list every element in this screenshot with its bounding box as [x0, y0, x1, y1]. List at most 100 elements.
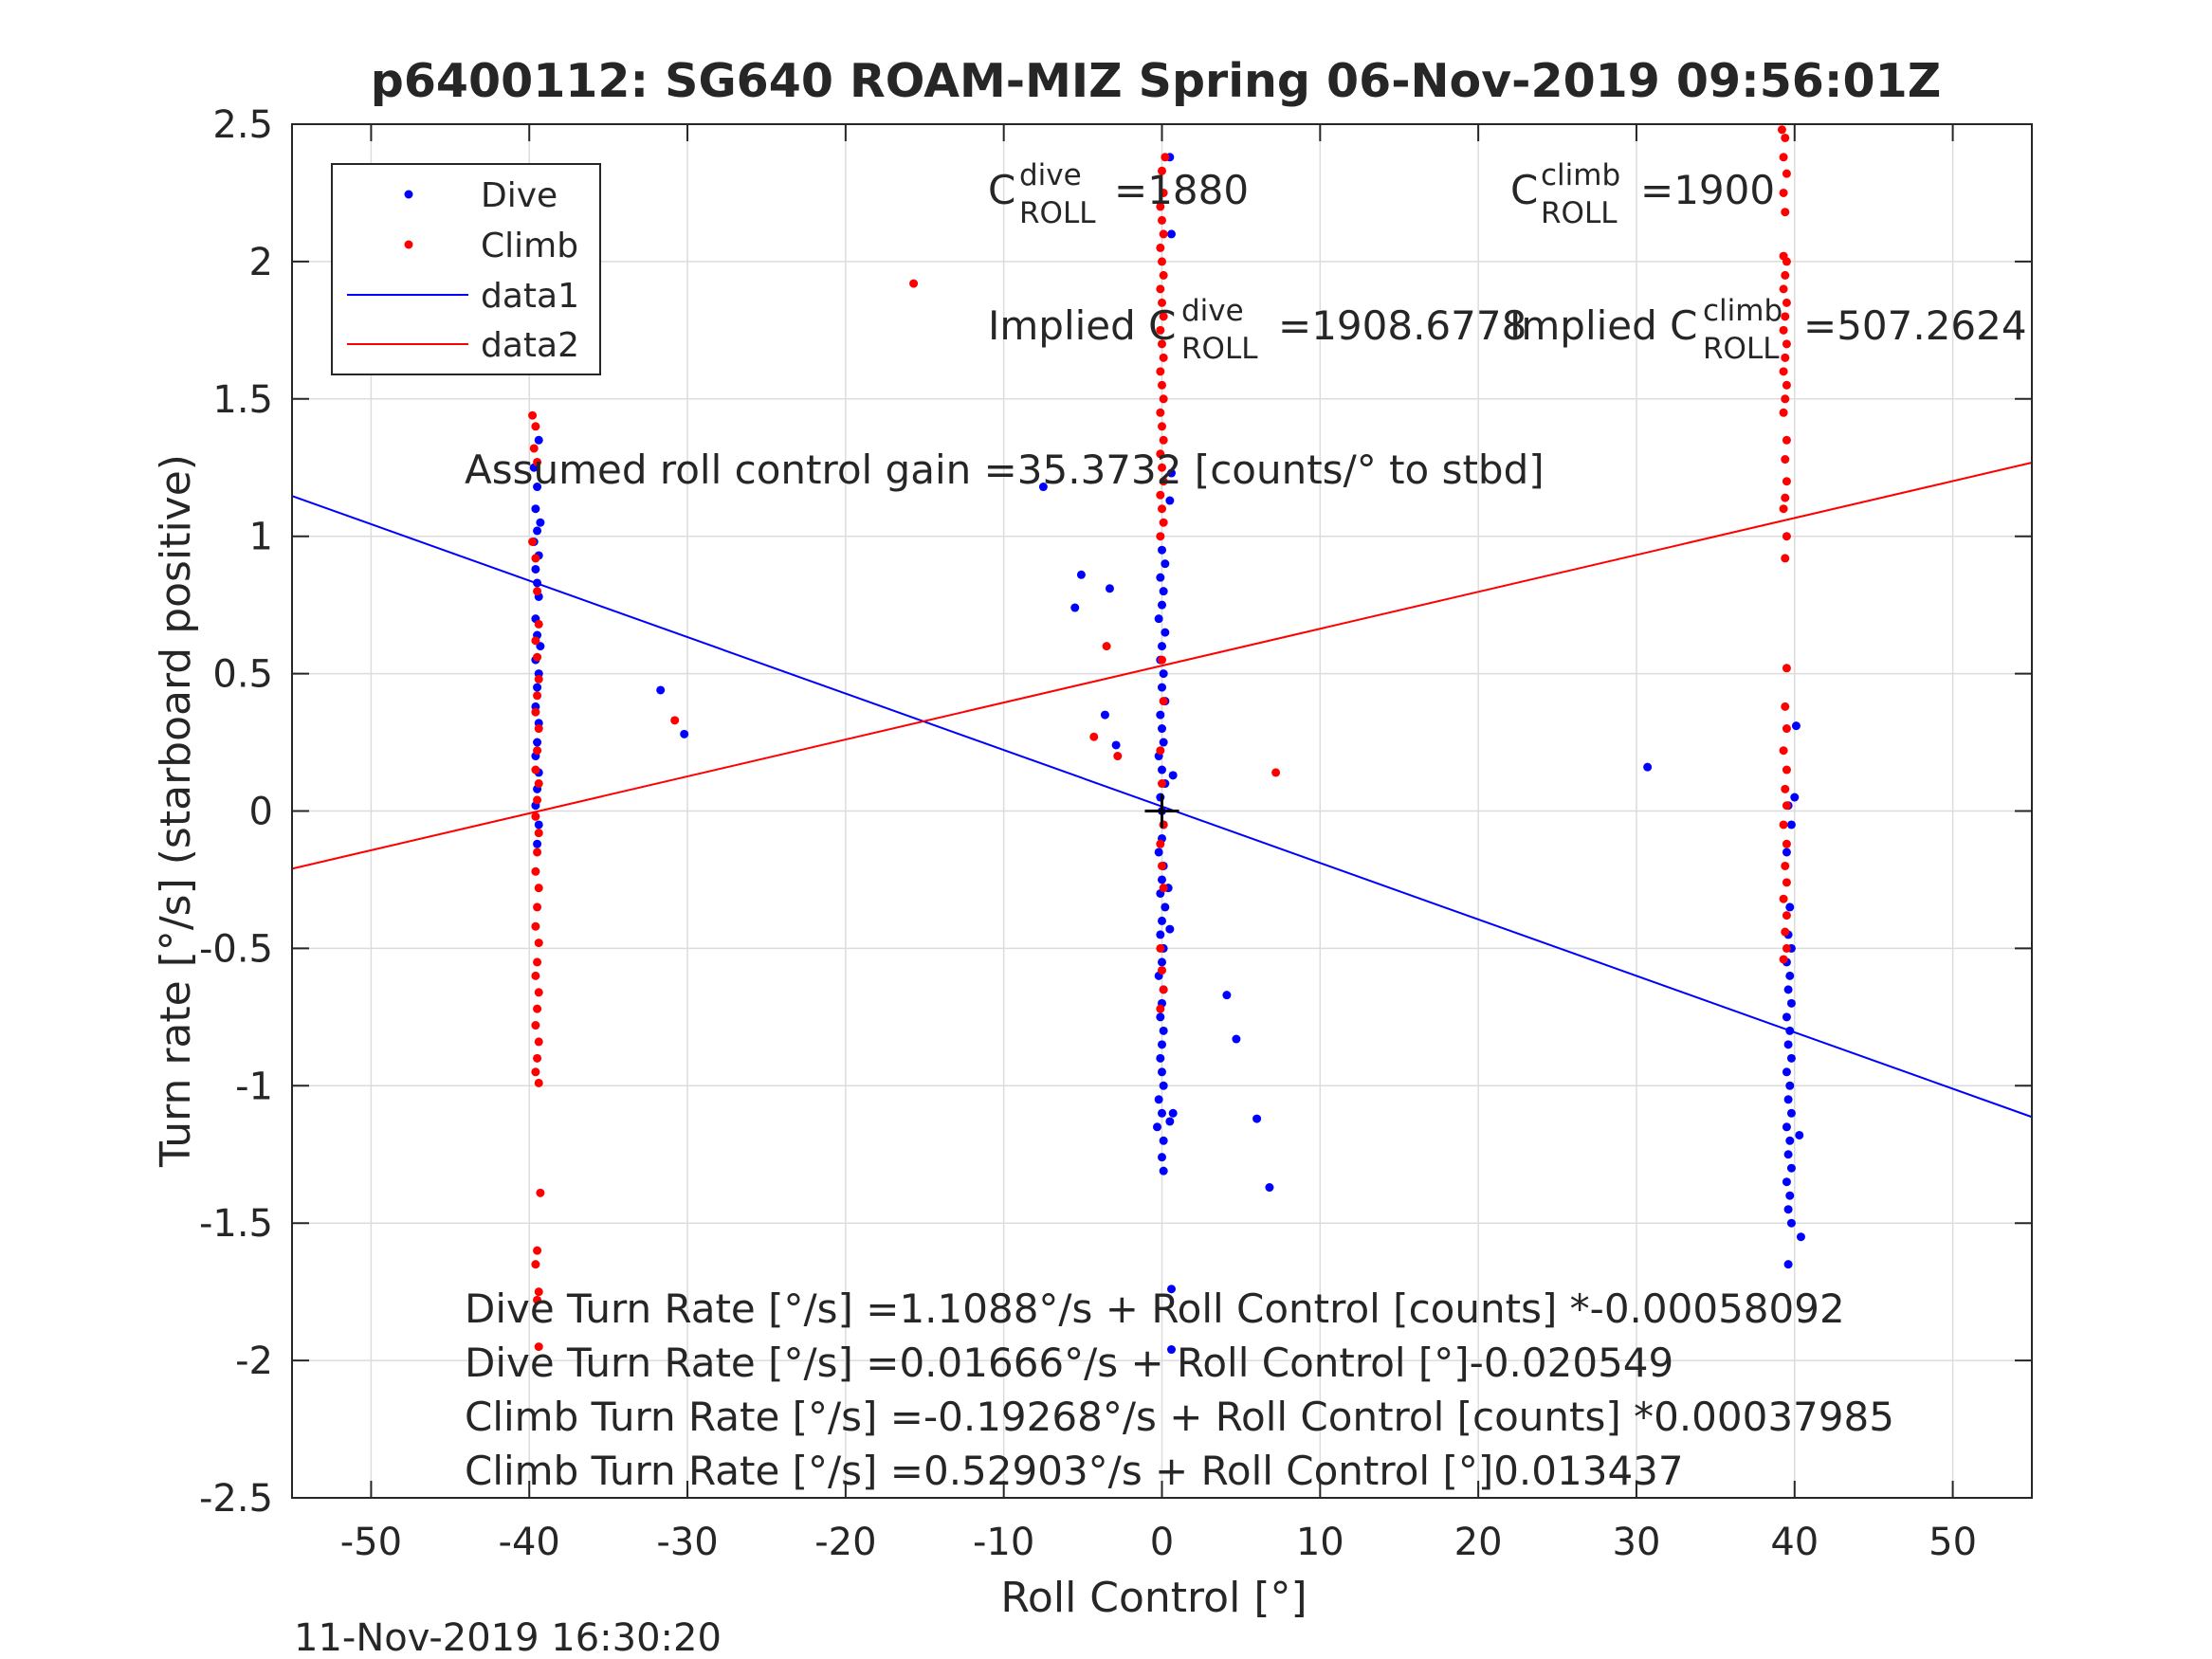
dive-point: [1156, 710, 1165, 720]
climb-point: [531, 765, 540, 775]
climb-point: [1777, 125, 1786, 135]
climb-point: [534, 724, 543, 734]
legend-climb-label: Climb: [481, 227, 578, 265]
climb-point: [1781, 554, 1790, 563]
climb-point: [1156, 284, 1165, 294]
dive-point: [1795, 1130, 1804, 1139]
dive-point: [1786, 1053, 1796, 1063]
climb-point: [531, 1021, 540, 1030]
dive-point: [1785, 971, 1795, 980]
climb-point: [1779, 504, 1788, 514]
dive-point: [1167, 1285, 1177, 1294]
y-tick-label: -1: [235, 1065, 273, 1108]
climb-point: [1158, 655, 1166, 665]
climb-point: [1779, 894, 1788, 903]
climb-point: [1158, 339, 1166, 349]
x-tick-label: 10: [1296, 1521, 1344, 1564]
climb-point: [533, 1246, 542, 1255]
dive-point: [1782, 848, 1791, 857]
roll-control-gain-note: Assumed roll control gain =35.3732 [coun…: [465, 447, 1545, 493]
climb-point: [531, 1067, 540, 1077]
dive-point: [1165, 1117, 1175, 1126]
dive-point: [531, 564, 540, 574]
dive-equation-counts: Dive Turn Rate [°/s] =1.1088°/s + Roll C…: [465, 1285, 1845, 1332]
legend-dive-marker: [404, 190, 413, 199]
dive-point: [533, 483, 542, 492]
climb-point: [1271, 768, 1281, 777]
dive-point: [1222, 991, 1232, 1000]
climb-point: [1782, 339, 1791, 349]
center-marker: [1144, 793, 1179, 829]
climb-point: [1779, 408, 1788, 417]
climb-point: [1779, 367, 1788, 376]
climb-point: [1781, 861, 1790, 870]
climb-point: [534, 779, 543, 789]
dive-point: [1232, 1034, 1241, 1044]
climb-point: [1156, 943, 1165, 953]
dive-point: [1158, 545, 1166, 555]
climb-point: [1782, 724, 1791, 734]
implied-dive-sup: dive: [1181, 294, 1244, 328]
dive-point: [1786, 1218, 1796, 1228]
dive-point: [533, 683, 542, 692]
climb-point: [531, 422, 540, 431]
dive-point: [1790, 793, 1800, 802]
x-tick-label: -30: [656, 1521, 718, 1564]
dive-point: [1165, 496, 1175, 505]
dive-point: [1158, 1108, 1166, 1118]
x-tick-label: 50: [1929, 1521, 1977, 1564]
dive-point: [533, 738, 542, 747]
climb-point: [1158, 215, 1166, 225]
climb-point: [536, 1188, 545, 1197]
climb-point: [1782, 943, 1791, 953]
x-tick-label: 20: [1454, 1521, 1503, 1564]
climb-point: [531, 811, 540, 821]
climb-point: [534, 1287, 543, 1297]
dive-point: [1252, 1114, 1262, 1123]
dive-point: [1152, 1122, 1161, 1132]
climb-point: [1158, 257, 1166, 266]
climb-point: [1782, 664, 1791, 673]
implied-climb-prefix: Implied C: [1509, 302, 1697, 349]
climb-point: [1779, 820, 1788, 830]
climb-point: [1782, 298, 1791, 307]
climb-point: [1781, 353, 1790, 362]
implied-dive-value: =1908.6778: [1278, 302, 1526, 349]
dive-point: [533, 578, 542, 588]
climb-point: [1782, 380, 1791, 390]
timestamp: 11-Nov-2019 16:30:20: [294, 1616, 722, 1659]
climb-point: [1781, 312, 1790, 321]
legend-data1-label: data1: [481, 277, 579, 316]
x-tick-label: 30: [1613, 1521, 1661, 1564]
dive-point: [1076, 570, 1086, 579]
chart-title: p6400112: SG640 ROAM-MIZ Spring 06-Nov-2…: [371, 54, 1941, 108]
climb-point: [1156, 532, 1165, 541]
climb-point: [534, 884, 543, 893]
dive-point: [533, 526, 542, 536]
dive-point: [1785, 1136, 1795, 1145]
annotation-c-roll-dive: C dive ROLL =1880: [988, 158, 1249, 230]
climb-equation-degrees: Climb Turn Rate [°/s] =0.52903°/s + Roll…: [465, 1448, 1684, 1494]
climb-point: [1782, 878, 1791, 887]
climb-point: [533, 902, 542, 912]
climb-point: [534, 1037, 543, 1047]
climb-point: [1159, 353, 1168, 362]
dive-point: [1643, 762, 1653, 772]
dive-point: [1154, 614, 1163, 624]
c-roll-climb-symbol: C: [1510, 167, 1538, 213]
climb-point: [1159, 477, 1168, 486]
climb-point: [1781, 927, 1790, 937]
climb-point: [1782, 839, 1791, 848]
climb-point: [670, 716, 680, 725]
y-tick-label: 2.5: [212, 103, 273, 147]
climb-point: [1782, 911, 1791, 921]
dive-equation-degrees: Dive Turn Rate [°/s] =0.01666°/s + Roll …: [465, 1340, 1673, 1386]
legend-box: [331, 163, 601, 375]
climb-point: [1156, 408, 1165, 417]
implied-climb-sup: climb: [1703, 294, 1782, 328]
dive-point: [1156, 573, 1165, 582]
x-tick-label: -50: [340, 1521, 402, 1564]
climb-point: [1159, 518, 1168, 527]
dive-point: [1796, 1232, 1805, 1242]
dive-point: [1161, 559, 1170, 569]
